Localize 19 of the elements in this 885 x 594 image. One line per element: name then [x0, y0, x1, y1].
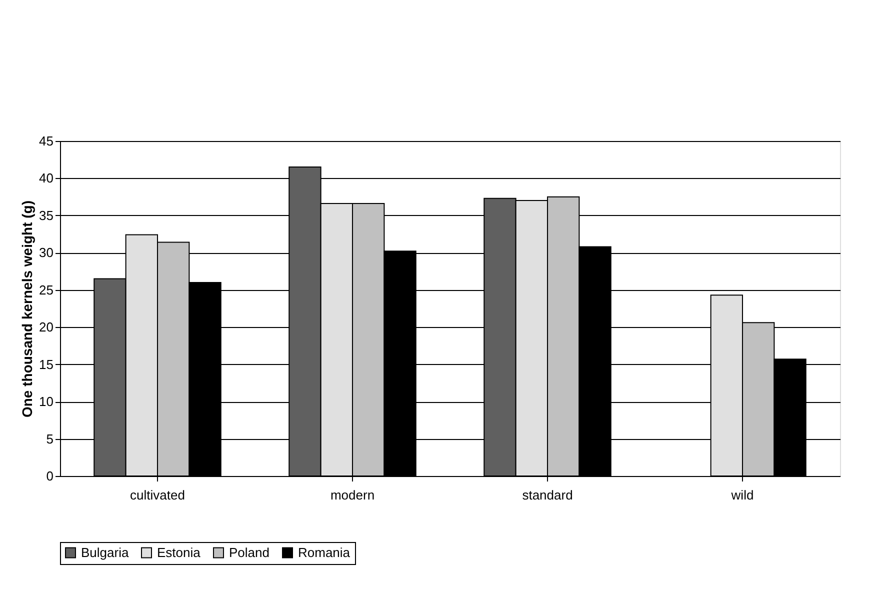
y-tick-label: 0 [46, 468, 54, 484]
y-tick-label: 20 [39, 320, 54, 335]
y-axis-title: One thousand kernels weight (g) [19, 200, 36, 418]
y-tick-label: 35 [39, 208, 54, 223]
legend-label: Estonia [157, 544, 202, 560]
y-tick-label: 5 [46, 431, 54, 446]
legend-label: Romania [298, 544, 351, 560]
x-tick-label: modern [330, 488, 375, 502]
x-tick-label: wild [730, 488, 754, 502]
y-tick-label: 40 [39, 170, 54, 186]
x-tick-label: cultivated [130, 488, 185, 502]
x-tick-label: standard [522, 488, 573, 502]
y-tick-label: 30 [39, 245, 54, 260]
y-tick-label: 10 [39, 394, 54, 410]
legend-label: Poland [229, 544, 270, 560]
legend-label: Bulgaria [81, 544, 130, 560]
y-tick-label: 25 [39, 282, 54, 298]
y-tick-label: 45 [39, 134, 54, 148]
y-tick-label: 15 [39, 356, 54, 372]
